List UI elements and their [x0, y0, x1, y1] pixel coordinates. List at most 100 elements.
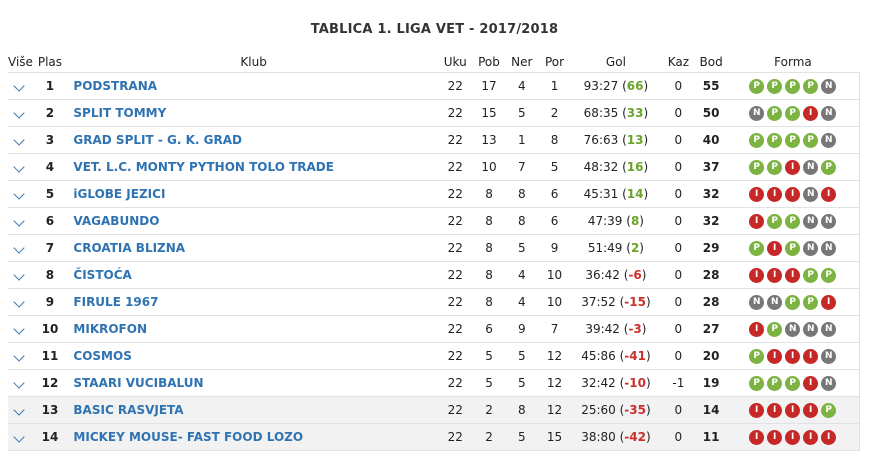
- club-link[interactable]: ČISTOĆA: [73, 268, 132, 282]
- chevron-down-icon[interactable]: [13, 242, 25, 254]
- losses-value: 12: [546, 376, 563, 390]
- chevron-down-icon[interactable]: [13, 404, 25, 416]
- form-result-badge: P: [767, 105, 783, 121]
- expand-cell[interactable]: [8, 369, 31, 397]
- expand-cell[interactable]: [8, 180, 31, 208]
- wins-value: 10: [481, 160, 497, 174]
- club-link[interactable]: COSMOS: [73, 349, 132, 363]
- chevron-down-icon[interactable]: [13, 161, 25, 173]
- chevron-down-icon[interactable]: [13, 377, 25, 389]
- col-header-kaz: Kaz: [667, 55, 689, 69]
- chevron-down-icon[interactable]: [13, 80, 25, 92]
- expand-cell[interactable]: [8, 153, 31, 181]
- club-link[interactable]: VET. L.C. MONTY PYTHON TOLO TRADE: [73, 160, 334, 174]
- col-header-uku: Uku: [443, 55, 467, 69]
- draws-value: 5: [517, 376, 526, 390]
- played-value: 22: [447, 349, 463, 363]
- form-result-badge: I: [803, 402, 819, 418]
- form-result-badge: N: [785, 321, 801, 337]
- goals-value: 51:49: [587, 241, 623, 255]
- played-value: 22: [447, 214, 463, 228]
- club-link[interactable]: iGLOBE JEZICI: [73, 187, 166, 201]
- col-header-gol: Gol: [605, 55, 626, 69]
- expand-cell[interactable]: [8, 423, 31, 451]
- position-value: 12: [41, 376, 59, 390]
- expand-cell[interactable]: [8, 288, 31, 316]
- position-value: 3: [45, 133, 55, 147]
- expand-cell[interactable]: [8, 315, 31, 343]
- col-header-pob: Pob: [478, 55, 500, 69]
- draws-value: 4: [517, 295, 526, 309]
- club-link[interactable]: SPLIT TOMMY: [73, 106, 167, 120]
- chevron-down-icon[interactable]: [13, 431, 25, 443]
- form-result-badge: I: [785, 402, 801, 418]
- penalty-value: 0: [674, 214, 683, 228]
- goal-difference-value: 2: [630, 241, 640, 255]
- form-result-badge: I: [749, 213, 765, 229]
- goals-value: 45:86: [581, 349, 616, 363]
- club-link[interactable]: VAGABUNDO: [73, 214, 160, 228]
- expand-cell[interactable]: [8, 342, 31, 370]
- expand-cell[interactable]: [8, 72, 31, 100]
- goal-difference-value: -41: [624, 349, 646, 363]
- table-row: 8 ČISTOĆA 22 8 4 10 36:42 (-6) 0 28 I I I P P: [8, 261, 861, 289]
- expand-cell[interactable]: [8, 261, 31, 289]
- position-value: 11: [41, 349, 59, 363]
- form-result-badge: P: [803, 78, 819, 94]
- expand-cell[interactable]: [8, 99, 31, 127]
- form-result-badge: I: [785, 267, 801, 283]
- draws-value: 8: [517, 214, 526, 228]
- form-result-badge: P: [785, 78, 801, 94]
- position-value: 2: [45, 106, 55, 120]
- standings-body: 1 PODSTRANA 22 17 4 1 93:27 (66) 0 55 P P P P N 2 SPLIT…: [8, 72, 861, 451]
- wins-value: 17: [481, 79, 497, 93]
- chevron-down-icon[interactable]: [13, 107, 25, 119]
- goal-difference-value: 8: [630, 214, 640, 228]
- goal-difference-value: 13: [626, 133, 644, 147]
- table-row: 3 GRAD SPLIT - G. K. GRAD 22 13 1 8 76:63 (13)…: [8, 126, 861, 154]
- form-result-badge: I: [767, 186, 783, 202]
- penalty-value: 0: [674, 430, 683, 444]
- club-link[interactable]: FIRULE 1967: [73, 295, 159, 309]
- goals-value: 68:35: [583, 106, 619, 120]
- chevron-down-icon[interactable]: [13, 134, 25, 146]
- chevron-down-icon[interactable]: [13, 269, 25, 281]
- penalty-value: 0: [674, 160, 683, 174]
- position-value: 10: [41, 322, 59, 336]
- losses-value: 2: [550, 106, 559, 120]
- expand-cell[interactable]: [8, 126, 31, 154]
- expand-cell[interactable]: [8, 396, 31, 424]
- col-header-vise: Više: [8, 55, 33, 69]
- table-row: 14 MICKEY MOUSE- FAST FOOD LOZO 22 2 5 15 38:8…: [8, 423, 861, 451]
- wins-value: 8: [485, 241, 493, 255]
- chevron-down-icon[interactable]: [13, 215, 25, 227]
- club-link[interactable]: GRAD SPLIT - G. K. GRAD: [73, 133, 242, 147]
- form-result-badge: P: [749, 159, 765, 175]
- club-link[interactable]: MICKEY MOUSE- FAST FOOD LOZO: [73, 430, 304, 444]
- form-result-badge: P: [767, 159, 783, 175]
- club-link[interactable]: STAARI VUCIBALUN: [73, 376, 204, 390]
- chevron-down-icon[interactable]: [13, 350, 25, 362]
- chevron-down-icon[interactable]: [13, 323, 25, 335]
- draws-value: 4: [517, 268, 526, 282]
- col-header-plas: Plas: [37, 55, 63, 69]
- goals-value: 25:60: [581, 403, 616, 417]
- wins-value: 15: [481, 106, 497, 120]
- club-link[interactable]: PODSTRANA: [73, 79, 158, 93]
- chevron-down-icon[interactable]: [13, 188, 25, 200]
- club-link[interactable]: BASIC RASVJETA: [73, 403, 184, 417]
- form-result-badge: I: [767, 267, 783, 283]
- expand-cell[interactable]: [8, 207, 31, 235]
- club-link[interactable]: CROATIA BLIZNA: [73, 241, 186, 255]
- penalty-value: -1: [672, 376, 685, 390]
- club-link[interactable]: MIKROFON: [73, 322, 147, 336]
- chevron-down-icon[interactable]: [13, 296, 25, 308]
- expand-cell[interactable]: [8, 234, 31, 262]
- form-result-badge: I: [749, 429, 765, 445]
- form-result-badge: P: [749, 348, 765, 364]
- col-header-forma: Forma: [774, 55, 812, 69]
